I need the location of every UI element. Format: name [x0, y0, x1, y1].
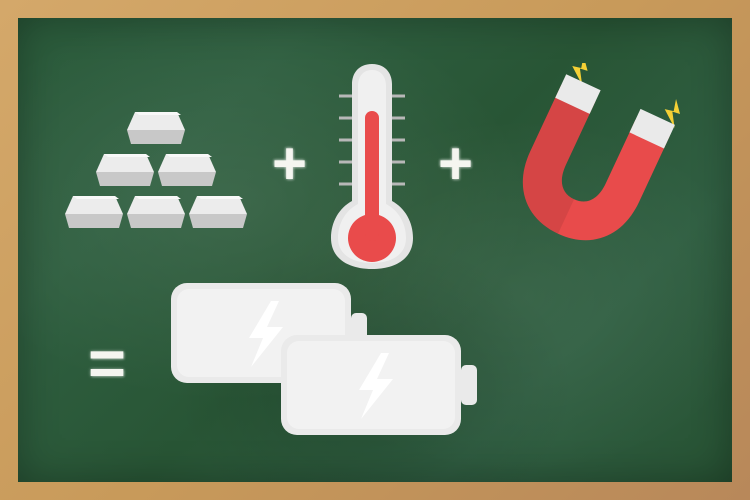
wooden-frame: + — [0, 0, 750, 500]
plus-symbol-2: + — [438, 129, 473, 198]
equation-row-bottom: = — [18, 267, 732, 457]
batteries-icon — [161, 275, 501, 450]
magnet-icon — [491, 63, 691, 263]
chalkboard: + — [18, 18, 732, 482]
thermometer-icon — [325, 56, 420, 271]
equals-symbol: = — [88, 325, 121, 400]
plus-symbol-1: + — [272, 129, 307, 198]
equation-row-top: + — [18, 48, 732, 278]
ingots-icon — [59, 86, 254, 241]
